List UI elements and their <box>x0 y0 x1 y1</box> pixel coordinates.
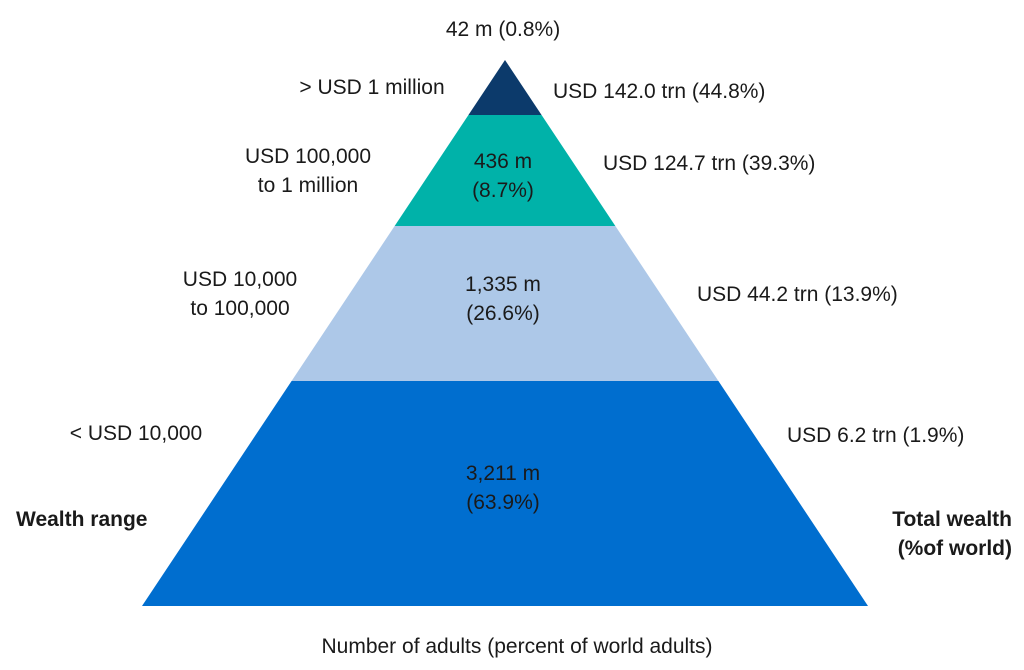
pyramid-tier-3 <box>291 226 719 381</box>
wealth-range-label: > USD 1 million <box>299 76 444 99</box>
pyramid-tier-4 <box>142 381 868 606</box>
adults-label: 42 m (0.8%) <box>446 18 560 41</box>
adults-label: (26.6%) <box>466 302 540 325</box>
pyramid-tiers <box>142 60 868 606</box>
adults-label: 436 m <box>474 150 532 173</box>
wealth-range-label: USD 10,000 <box>183 268 297 291</box>
adults-label: (8.7%) <box>472 179 534 202</box>
pyramid-labels: > USD 1 million 42 m (0.8%) USD 142.0 trn … <box>70 18 965 514</box>
adults-label: 1,335 m <box>465 273 541 296</box>
total-wealth-label: USD 124.7 trn (39.3%) <box>603 152 815 175</box>
wealth-range-label: USD 100,000 <box>245 145 371 168</box>
wealth-range-label: to 100,000 <box>190 297 289 320</box>
pyramid-tier-2 <box>394 115 616 226</box>
left-axis-title: Wealth range <box>16 508 147 531</box>
x-axis-label: Number of adults (percent of world adult… <box>321 635 712 658</box>
right-axis-title-line1: Total wealth <box>892 508 1012 531</box>
total-wealth-label: USD 6.2 trn (1.9%) <box>787 424 964 447</box>
total-wealth-label: USD 44.2 trn (13.9%) <box>697 283 898 306</box>
adults-label: (63.9%) <box>466 491 540 514</box>
pyramid-tier-1 <box>468 60 542 115</box>
total-wealth-label: USD 142.0 trn (44.8%) <box>553 80 765 103</box>
wealth-range-label: to 1 million <box>258 174 358 197</box>
right-axis-title-line2: (%of world) <box>898 537 1012 560</box>
adults-label: 3,211 m <box>466 462 540 485</box>
wealth-range-label: < USD 10,000 <box>70 422 203 445</box>
